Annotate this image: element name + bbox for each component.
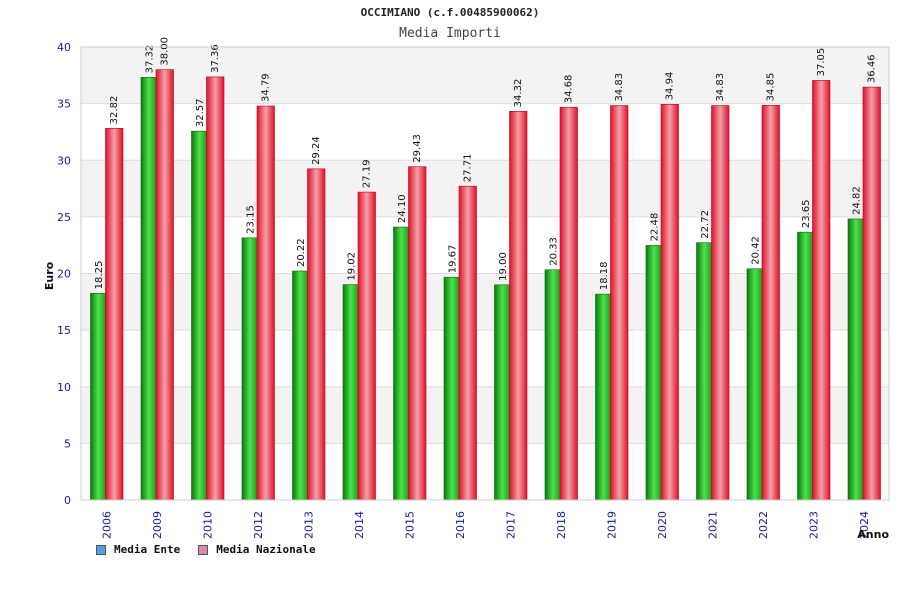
y-tick-label: 40 (57, 41, 71, 54)
y-tick-label: 20 (57, 268, 71, 281)
bar-media-nazionale-2021 (711, 105, 730, 501)
data-label-media-nazionale-2024: 36.46 (867, 54, 878, 83)
x-tick-label-2010: 2010 (201, 511, 214, 539)
data-label-media-nazionale-2013: 29.24 (311, 136, 322, 165)
bar-media-nazionale-2016 (458, 185, 477, 501)
x-tick-label-2012: 2012 (252, 511, 265, 539)
bar-media-nazionale-2024 (862, 86, 881, 501)
data-label-media-nazionale-2021: 34.83 (715, 73, 726, 102)
data-label-media-ente-2020: 22.48 (650, 213, 661, 242)
data-label-media-ente-2016: 19.67 (448, 245, 459, 274)
bar-media-nazionale-2013 (307, 168, 326, 501)
x-tick-label-2019: 2019 (605, 511, 618, 539)
x-tick-label-2014: 2014 (353, 511, 366, 539)
x-tick-label-2022: 2022 (757, 511, 770, 539)
data-label-media-ente-2006: 18.25 (94, 261, 105, 290)
x-axis-label: Anno (857, 528, 889, 541)
data-label-media-nazionale-2015: 29.43 (412, 134, 423, 163)
y-tick-label: 25 (57, 211, 71, 224)
data-label-media-nazionale-2014: 27.19 (362, 159, 373, 188)
chart-subtitle: Media Importi (399, 26, 501, 41)
y-tick-label: 35 (57, 98, 71, 111)
data-label-media-nazionale-2012: 34.79 (261, 73, 272, 102)
data-label-media-ente-2014: 19.02 (347, 252, 358, 281)
x-tick-label-2024: 2024 (858, 511, 871, 539)
bar-media-nazionale-2018 (559, 106, 578, 501)
data-label-media-ente-2019: 18.18 (599, 261, 610, 290)
x-tick-label-2013: 2013 (302, 511, 315, 539)
data-label-media-nazionale-2020: 34.94 (665, 72, 676, 101)
x-tick-label-2009: 2009 (151, 511, 164, 539)
legend-label-media-ente: Media Ente (114, 543, 181, 556)
bar-media-nazionale-2009 (155, 69, 174, 501)
bar-media-nazionale-2022 (761, 105, 780, 501)
y-tick-label: 30 (57, 154, 71, 167)
bar-media-nazionale-2015 (408, 166, 427, 501)
data-label-media-ente-2013: 20.22 (296, 238, 307, 267)
data-label-media-nazionale-2017: 34.32 (513, 79, 524, 108)
data-label-media-nazionale-2022: 34.85 (766, 73, 777, 102)
data-label-media-nazionale-2018: 34.68 (564, 75, 575, 104)
data-label-media-ente-2017: 19.00 (498, 252, 509, 281)
data-label-media-ente-2024: 24.82 (852, 186, 863, 215)
x-tick-label-2018: 2018 (555, 511, 568, 539)
data-label-media-ente-2012: 23.15 (246, 205, 257, 234)
data-label-media-nazionale-2016: 27.71 (463, 154, 474, 183)
bar-media-nazionale-2010 (206, 76, 225, 501)
x-tick-label-2006: 2006 (100, 511, 113, 539)
data-label-media-ente-2009: 37.32 (145, 45, 156, 74)
y-tick-label: 0 (64, 494, 71, 507)
bar-media-nazionale-2019 (610, 105, 629, 501)
data-label-media-ente-2018: 20.33 (549, 237, 560, 266)
legend-item-media-nazionale: Media Nazionale (198, 543, 316, 556)
y-tick-label: 10 (57, 381, 71, 394)
data-label-media-nazionale-2010: 37.36 (210, 44, 221, 73)
bar-media-nazionale-2017 (509, 111, 528, 501)
data-label-media-nazionale-2019: 34.83 (614, 73, 625, 102)
y-tick-label: 15 (57, 324, 71, 337)
x-tick-label-2017: 2017 (504, 511, 517, 539)
labels-layer: 18.25 32.82 37.32 38.00 32.57 37.36 23.15 34.79… (94, 37, 878, 290)
bar-media-nazionale-2020 (660, 104, 679, 501)
bar-media-nazionale-2023 (812, 80, 831, 501)
x-tick-label-2020: 2020 (656, 511, 669, 539)
data-label-media-nazionale-2023: 37.05 (816, 48, 827, 77)
y-tick-label: 5 (64, 437, 71, 450)
chart-title: OCCIMIANO (c.f.00485900062) (360, 6, 540, 19)
legend-swatch-media-nazionale (198, 544, 209, 555)
axis-layer: 0 5 10 15 20 25 30 35 40 2006 2009 2010 2012 2013 2014… (57, 41, 890, 539)
bar-media-nazionale-2006 (105, 128, 124, 501)
data-label-media-ente-2010: 32.57 (195, 99, 206, 128)
x-tick-label-2023: 2023 (807, 511, 820, 539)
legend: Media Ente Media Nazionale (96, 543, 316, 556)
x-tick-label-2016: 2016 (454, 511, 467, 539)
bar-media-nazionale-2014 (357, 191, 376, 501)
data-label-media-ente-2021: 22.72 (700, 210, 711, 239)
data-label-media-nazionale-2006: 32.82 (109, 96, 120, 125)
data-label-media-ente-2015: 24.10 (397, 194, 408, 223)
data-label-media-nazionale-2009: 38.00 (160, 37, 171, 66)
bars-layer (90, 69, 881, 501)
plot-border (80, 46, 890, 501)
data-label-media-ente-2022: 20.42 (751, 236, 762, 265)
bar-media-nazionale-2012 (256, 105, 275, 501)
data-label-media-ente-2023: 23.65 (801, 200, 812, 229)
legend-label-media-nazionale: Media Nazionale (216, 543, 316, 556)
y-axis-label: Euro (43, 261, 56, 290)
x-tick-label-2021: 2021 (706, 511, 719, 539)
x-tick-label-2015: 2015 (403, 511, 416, 539)
legend-swatch-media-ente (96, 544, 106, 555)
legend-item-media-ente: Media Ente (96, 543, 180, 556)
